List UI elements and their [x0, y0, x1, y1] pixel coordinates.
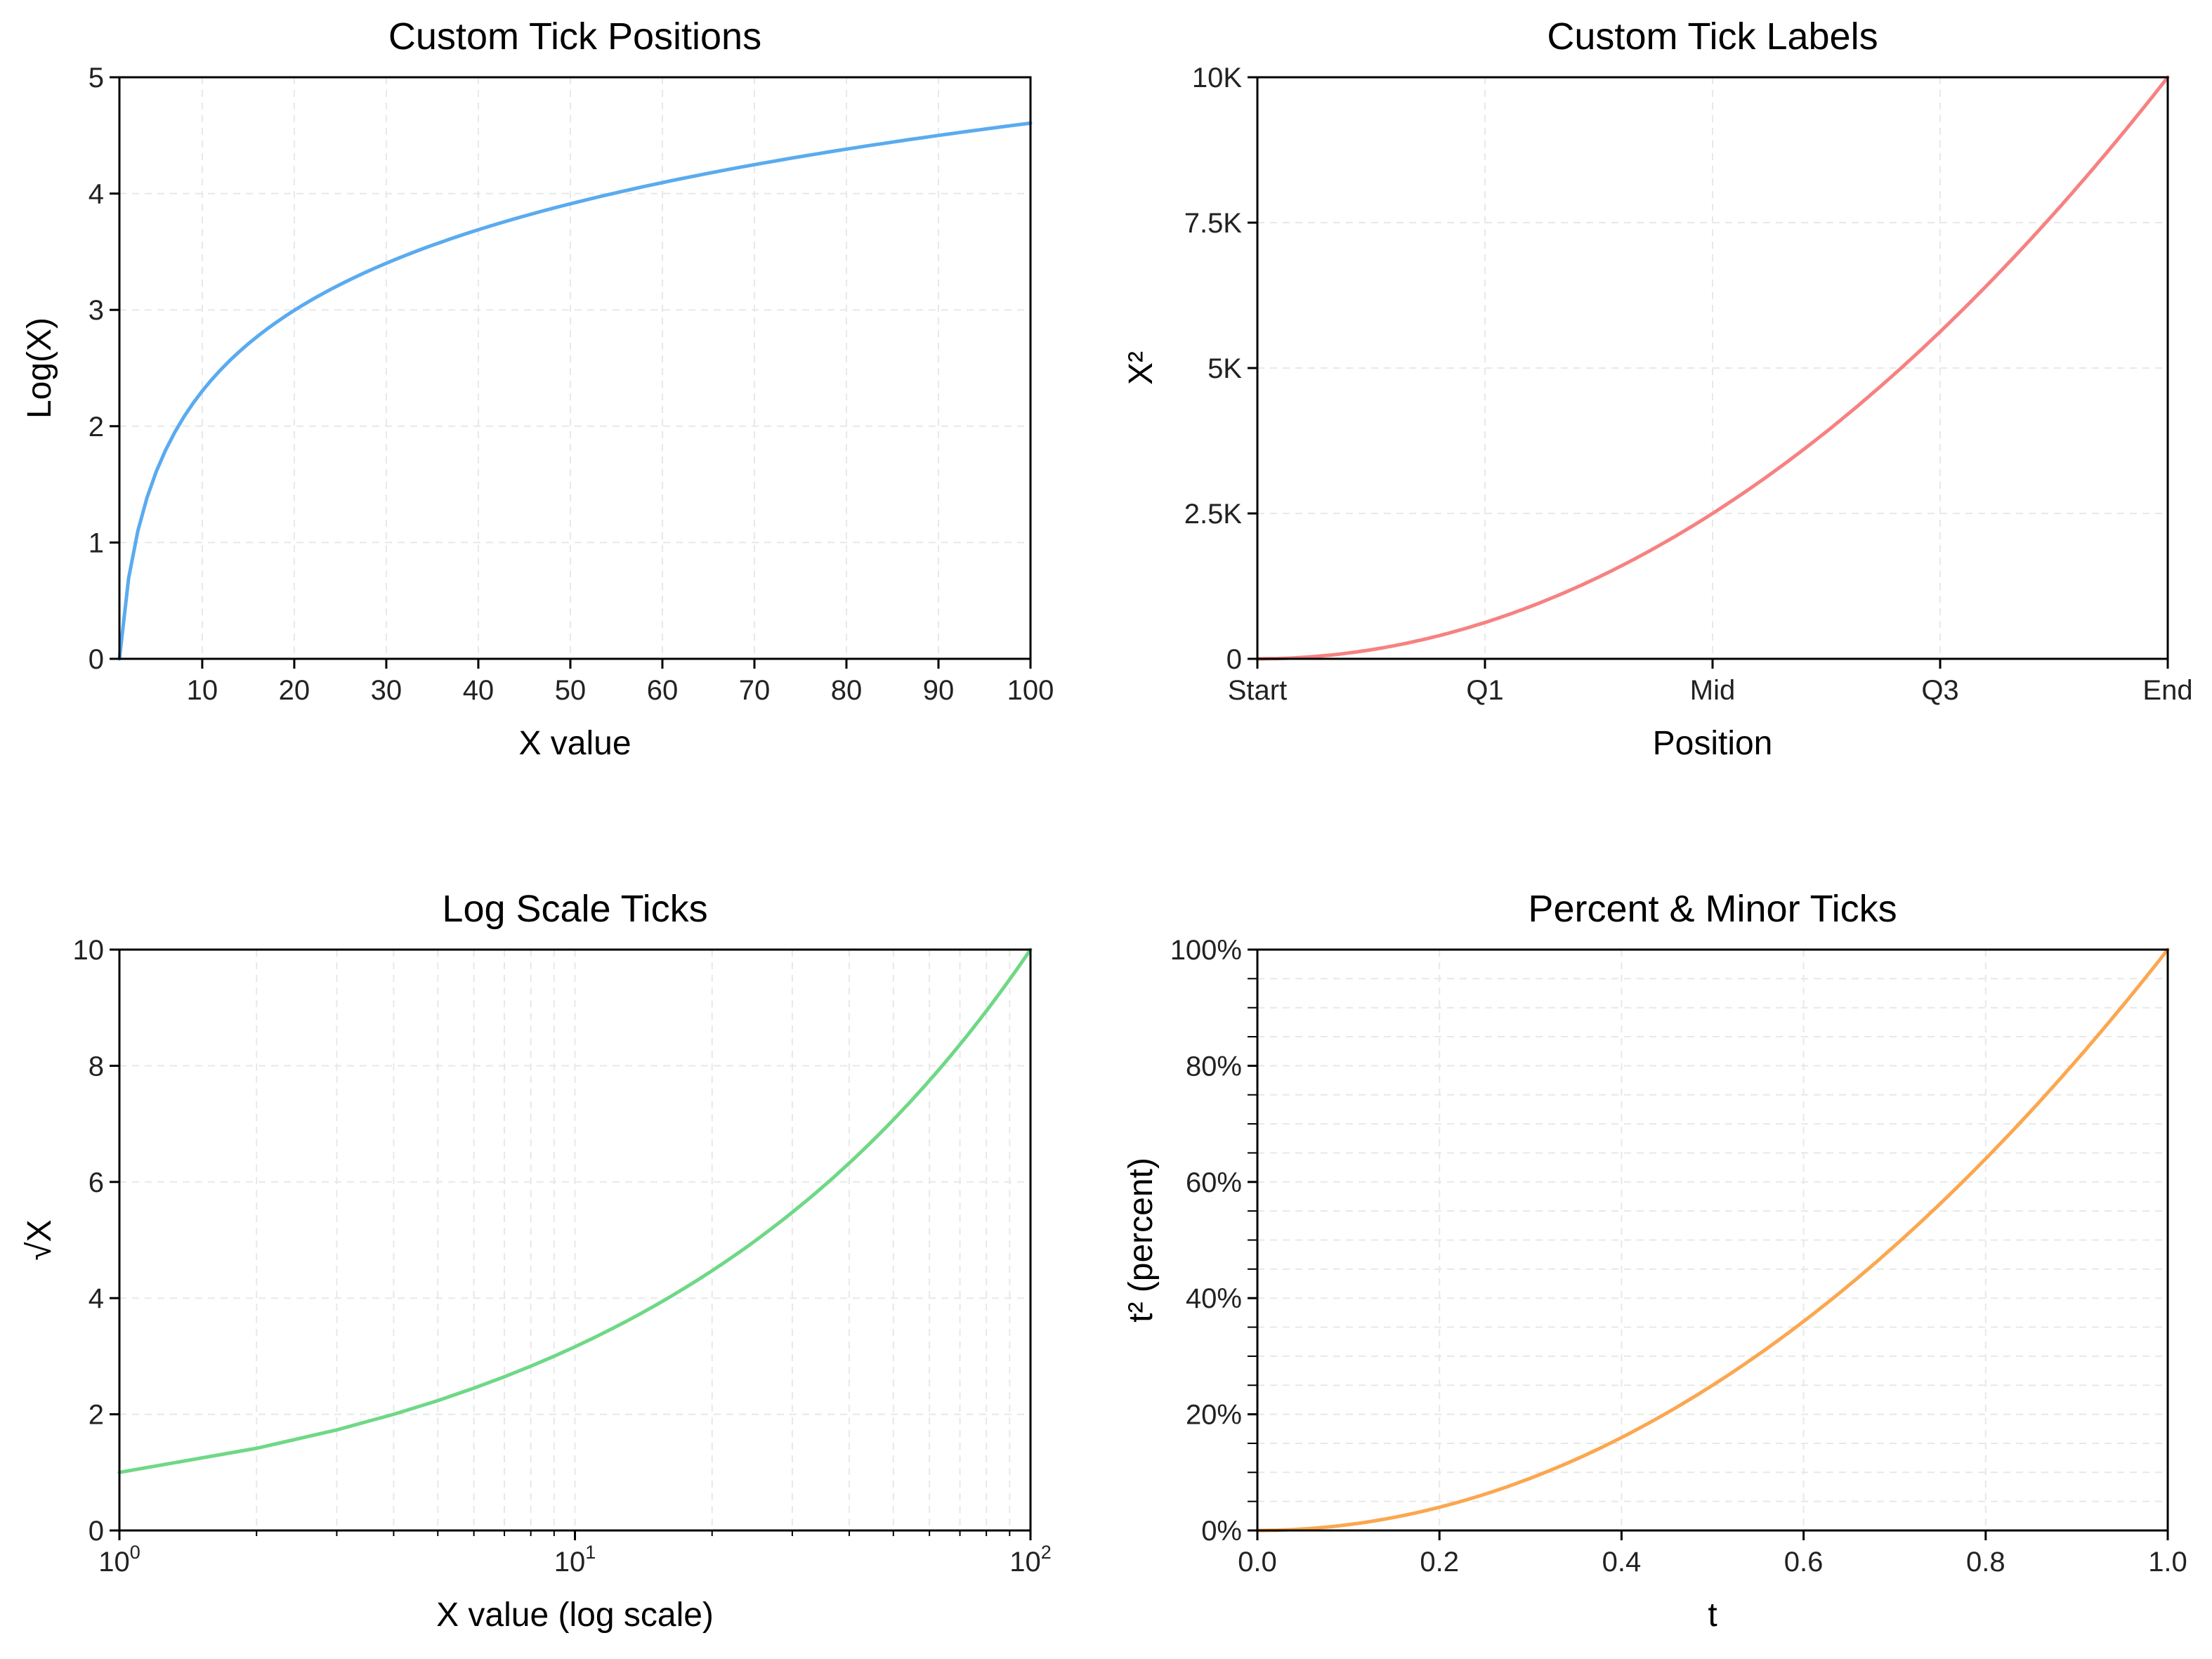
y-tick-label: 0 — [89, 1516, 104, 1547]
x-tick-label: 0.6 — [1784, 1547, 1824, 1578]
x-tick-label: Start — [1228, 675, 1287, 706]
y-tick-label: 2 — [89, 1400, 104, 1431]
x-axis-label: X value — [518, 725, 631, 762]
x-tick-label: 0.2 — [1420, 1547, 1459, 1578]
x-tick-label: Q1 — [1466, 675, 1503, 706]
y-tick-label: 7.5K — [1184, 208, 1243, 239]
x-axis-ticks: 10 20 30 40 50 60 70 80 90 100 — [187, 659, 1054, 706]
subplot-custom-tick-positions: 10 20 30 40 50 60 70 80 90 100 0 1 2 3 4 5 Custom Tick P… — [21, 15, 1054, 762]
x-tick-label: 100 — [1007, 675, 1054, 706]
y-tick-label: 20% — [1186, 1400, 1242, 1431]
grid — [1257, 949, 2168, 1531]
x-tick-label: 50 — [555, 675, 587, 706]
x-tick-label: 1.0 — [2148, 1547, 2187, 1578]
chart-title: Custom Tick Positions — [388, 15, 761, 58]
axes-frame — [118, 76, 1032, 660]
x-tick-label: 80 — [831, 675, 863, 706]
y-tick-label: 60% — [1186, 1167, 1242, 1198]
y-tick-label: 5K — [1208, 353, 1242, 384]
y-tick-label: 100% — [1170, 935, 1242, 966]
y-tick-label: 0 — [89, 644, 104, 675]
x-tick-label: End — [2142, 675, 2192, 706]
x-axis-label: Position — [1653, 725, 1773, 762]
chart-title: Percent & Minor Ticks — [1528, 888, 1897, 930]
x-tick-label: 0.0 — [1238, 1547, 1277, 1578]
y-tick-label: 1 — [89, 527, 104, 558]
subplot-log-scale-ticks: 100 101 102 0 2 4 6 8 10 Log Scale Ticks X value (… — [21, 888, 1052, 1634]
grid — [119, 77, 1031, 660]
y-axis-ticks: 0 2 4 6 8 10 — [73, 935, 119, 1547]
y-axis-label: X² — [1123, 351, 1160, 385]
x-tick-label: 100 — [98, 1542, 140, 1578]
y-tick-label: 8 — [89, 1051, 104, 1082]
x-tick-label: 40 — [463, 675, 495, 706]
x-axis-label: t — [1708, 1596, 1717, 1634]
y-axis-label: Log(X) — [21, 317, 58, 419]
y-tick-label: 10K — [1192, 63, 1242, 93]
x-axis-ticks: 100 101 102 — [98, 1530, 1052, 1578]
y-tick-label: 5 — [89, 63, 104, 93]
y-tick-label: 2.5K — [1184, 499, 1243, 530]
data-line — [1255, 947, 2170, 1533]
subplot-custom-tick-labels: Start Q1 Mid Q3 End 0 2.5K 5K 7.5K 10K Custom Tick… — [1123, 15, 2193, 762]
data-line — [117, 121, 1033, 661]
y-tick-label: 3 — [89, 295, 104, 326]
y-tick-label: 4 — [89, 1283, 104, 1314]
x-axis-ticks: Start Q1 Mid Q3 End — [1228, 659, 2193, 706]
y-axis-ticks: 0% 20% 40% 60% 80% 100% — [1170, 935, 1257, 1547]
y-tick-label: 0% — [1201, 1516, 1242, 1547]
y-tick-label: 4 — [89, 179, 104, 210]
y-tick-label: 80% — [1186, 1051, 1242, 1082]
y-tick-label: 6 — [89, 1167, 104, 1198]
y-axis-ticks: 0 1 2 3 4 5 — [89, 63, 119, 675]
x-axis-label: X value (log scale) — [436, 1596, 714, 1634]
x-axis-ticks: 0.0 0.2 0.4 0.6 0.8 1.0 — [1238, 1530, 2187, 1578]
x-tick-label: 70 — [739, 675, 771, 706]
grid — [119, 949, 1031, 1531]
x-tick-label: 60 — [647, 675, 679, 706]
y-axis-ticks: 0 2.5K 5K 7.5K 10K — [1184, 63, 1257, 675]
y-tick-label: 40% — [1186, 1283, 1242, 1314]
data-line — [117, 947, 1033, 1474]
y-tick-label: 0 — [1226, 644, 1242, 675]
data-line — [1255, 75, 2170, 661]
x-tick-label: 90 — [923, 675, 955, 706]
x-tick-label: 102 — [1009, 1542, 1052, 1578]
x-tick-label: 10 — [187, 675, 218, 706]
subplot-percent-minor-ticks: 0.0 0.2 0.4 0.6 0.8 1.0 0% 20% 40% 60% 80% 100% Perc… — [1123, 888, 2187, 1634]
y-axis-label: √X — [21, 1219, 58, 1260]
x-tick-label: 0.4 — [1602, 1547, 1642, 1578]
grid — [1257, 77, 2168, 660]
chart-title: Custom Tick Labels — [1547, 15, 1878, 58]
x-tick-label: Q3 — [1921, 675, 1958, 706]
x-tick-label: 101 — [554, 1542, 596, 1578]
y-tick-label: 10 — [73, 935, 105, 966]
x-tick-label: Mid — [1690, 675, 1735, 706]
x-tick-label: 20 — [279, 675, 310, 706]
x-tick-label: 0.8 — [1966, 1547, 2005, 1578]
chart-title: Log Scale Ticks — [442, 888, 707, 930]
x-tick-label: 30 — [371, 675, 403, 706]
y-tick-label: 2 — [89, 412, 104, 442]
y-axis-label: t² (percent) — [1123, 1158, 1160, 1323]
